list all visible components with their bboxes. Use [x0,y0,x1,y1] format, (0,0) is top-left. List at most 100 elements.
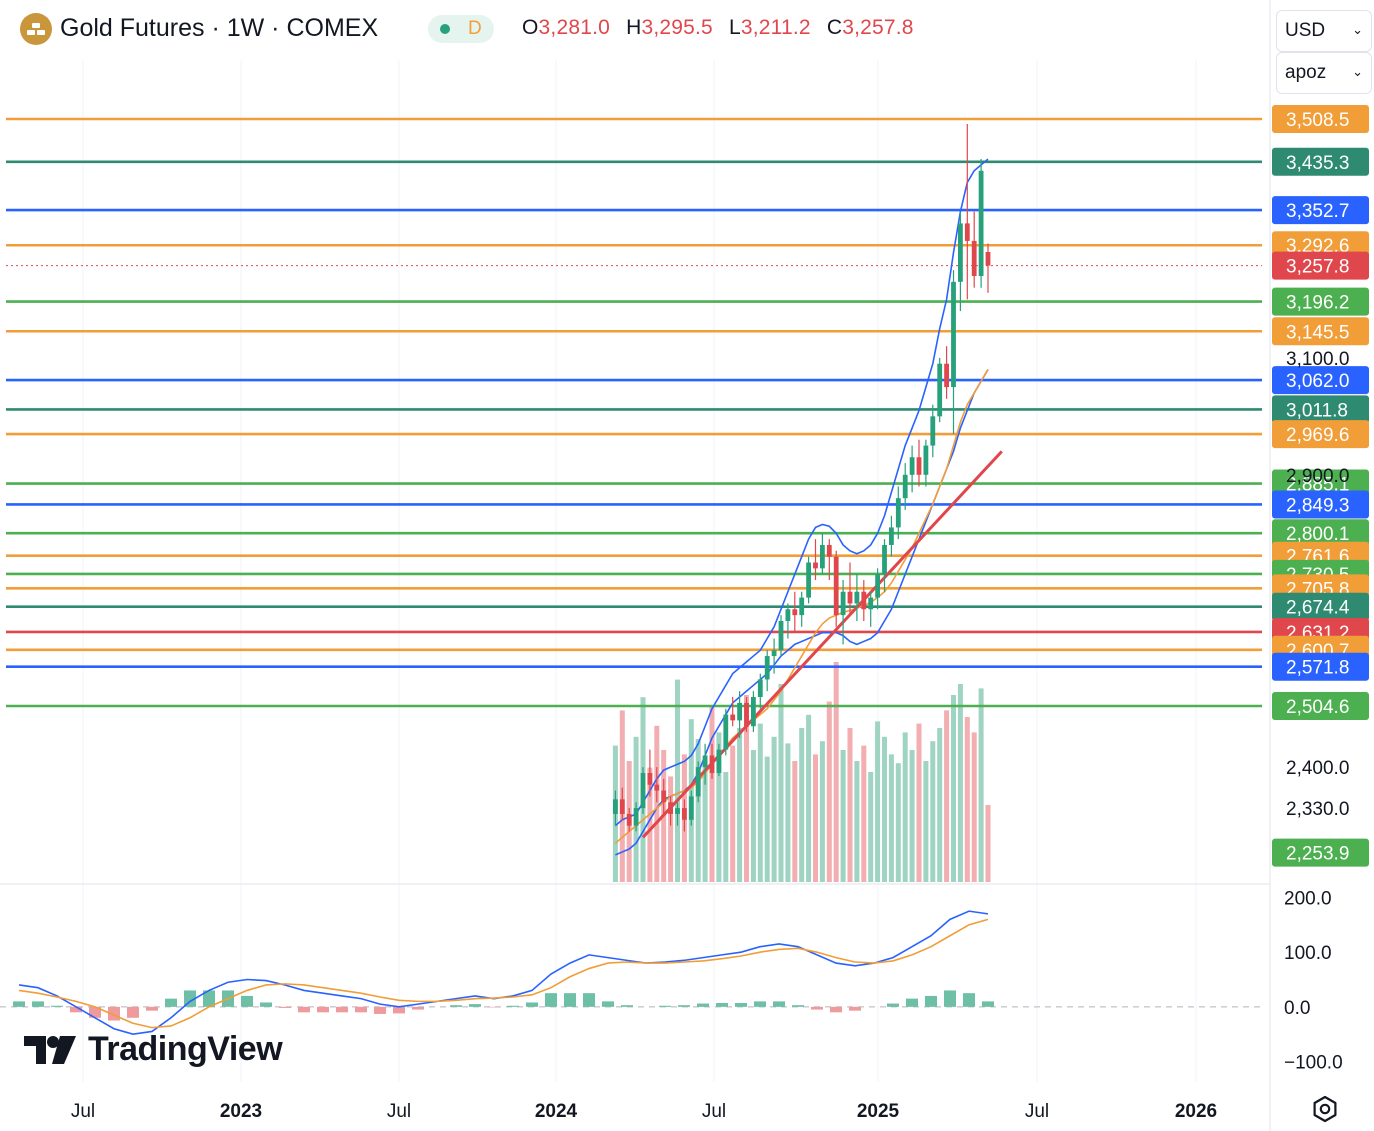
histogram-bar [621,1005,633,1007]
histogram-bar [336,1006,348,1013]
price-label-text: 3,435.3 [1286,153,1349,174]
candle-body [716,749,722,774]
time-axis-label: Jul [702,1101,726,1122]
volume-bar [833,662,839,882]
volume-bar [730,745,736,882]
volume-bar [668,776,674,882]
volume-bar [723,772,729,882]
price-label-text: 2,504.6 [1286,697,1349,718]
ohlc-readout: O3,281.0 H3,295.5 L3,211.2 C3,257.8 [522,16,924,40]
volume-bar [909,750,915,882]
price-label-text: 3,508.5 [1286,110,1349,131]
unit-select[interactable]: apoz ⌄ [1276,52,1372,94]
histogram-bar [887,1003,899,1007]
volume-bar [764,756,770,882]
price-axis-label: 2,900.0 [1286,466,1349,487]
price-label-text: 3,352.7 [1286,201,1349,222]
candle-body [633,808,639,826]
volume-bar [971,732,977,882]
candle-body [882,544,887,575]
histogram-bar [260,1002,272,1007]
price-label-text: 2,969.6 [1286,425,1349,446]
histogram-bar [203,990,215,1007]
histogram-bar [564,993,576,1007]
volume-bar [799,728,805,882]
volume-bar [806,714,812,882]
candle-body [744,702,749,727]
volume-bar [964,717,970,882]
volume-bar [771,736,777,882]
indicator-line [614,369,989,844]
candle-body [875,574,880,598]
volume-bar [847,728,853,882]
price-axis-label: 2,330.0 [1286,799,1349,820]
volume-bar [716,732,722,882]
price-label-text: 2,849.3 [1286,495,1349,516]
currency-select[interactable]: USD ⌄ [1276,10,1372,52]
volume-bar [819,741,825,882]
candle-body [613,799,618,814]
candle-body [951,281,956,388]
volume-bar [757,723,763,882]
symbol-title[interactable]: Gold Futures · 1W · COMEX [60,14,379,42]
candle-body [840,591,846,616]
volume-bar [785,743,791,882]
histogram-bar [735,1003,747,1007]
volume-bar [951,695,956,882]
price-label-box [1272,592,1369,621]
histogram-bar [374,1006,386,1014]
price-label-text: 3,062.0 [1286,371,1349,392]
candle-body [861,591,867,610]
volume-bar [916,723,922,882]
chart-header: Gold Futures · 1W · COMEX D O3,281.0 H3,… [0,0,1270,60]
candle-body [923,445,929,475]
candle-body [868,597,874,610]
volume-bar [957,684,963,882]
candle-body [668,802,673,814]
volume-bar [888,754,894,882]
candle-body [958,223,963,282]
price-label-box [1272,317,1369,346]
histogram-bar [393,1006,405,1014]
ohlc-open-key: O [522,16,539,39]
histogram-bar [773,1001,785,1007]
candle-body [854,591,860,604]
gear-icon[interactable] [1310,1094,1340,1124]
candle-body [771,650,777,657]
histogram-bar [184,990,196,1007]
indicator-line [614,158,989,827]
histogram-bar [925,995,937,1007]
histogram-bar [279,1006,291,1008]
market-status-badge[interactable]: D [428,15,494,43]
oscillator-line [18,918,989,1029]
histogram-bar [469,1004,481,1007]
histogram-bar [944,990,956,1007]
price-label-text: 3,011.8 [1286,400,1348,421]
candle-body [764,656,770,680]
ohlc-close-key: C [826,16,843,39]
candle-body [647,773,653,785]
time-axis-label: 2024 [535,1101,578,1122]
candle-body [640,773,646,809]
histogram-bar [89,1006,101,1018]
histogram-bar [507,1005,519,1007]
candle-body [792,609,798,616]
oscillator-axis-label: 200.0 [1284,888,1332,909]
volume-bar [882,736,887,882]
volume-bar [854,761,860,882]
volume-bar [744,695,749,882]
histogram-bar [602,1001,614,1007]
candle-body [978,170,984,276]
time-axis-label: 2025 [857,1101,900,1122]
candle-body [626,813,632,826]
volume-bar [923,761,929,882]
price-label-text: 2,800.1 [1286,524,1349,545]
price-label-box [1272,366,1369,395]
candle-body [723,714,729,750]
tradingview-logo[interactable]: TradingView [24,1030,283,1069]
volume-bar [902,732,908,882]
histogram-bar [716,1003,728,1007]
price-label-text: 2,571.8 [1286,658,1349,679]
